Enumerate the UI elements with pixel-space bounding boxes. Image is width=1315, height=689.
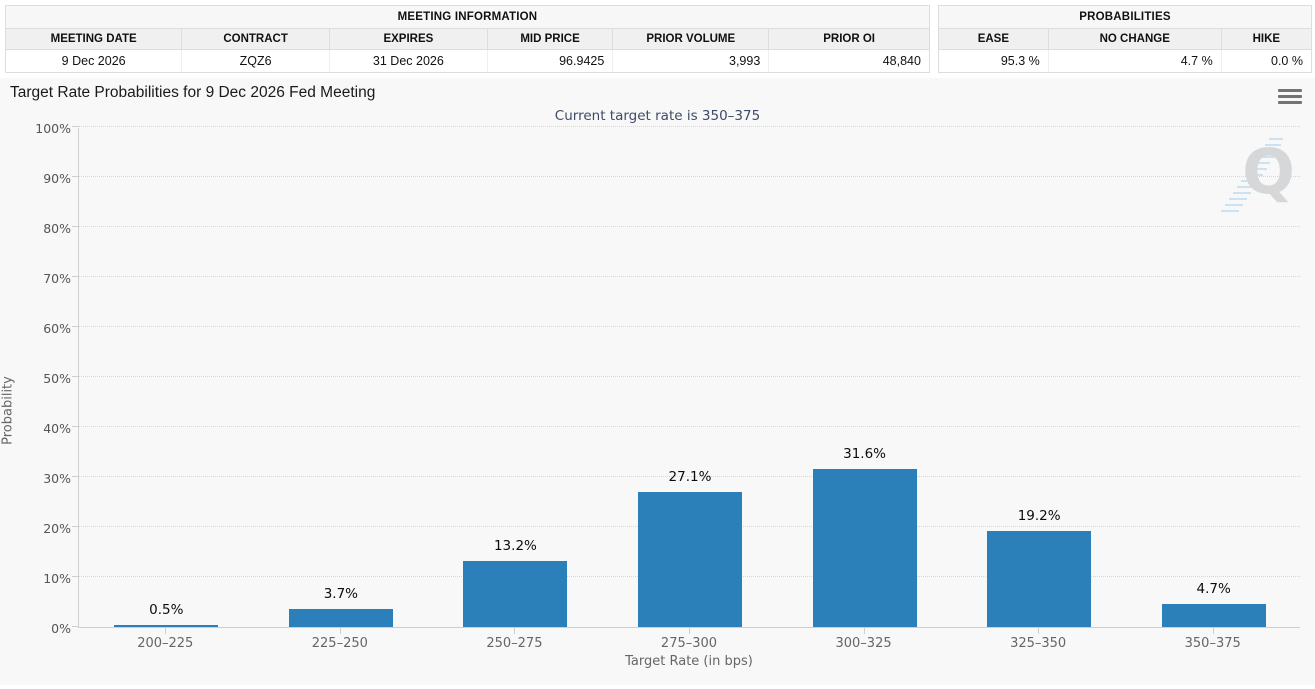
gridline xyxy=(79,326,1300,327)
y-axis-tick xyxy=(72,576,79,577)
no-change-value: 4.7 % xyxy=(1048,50,1222,72)
y-axis-tick xyxy=(72,426,79,427)
expires-value: 31 Dec 2026 xyxy=(329,50,488,72)
y-axis-tick xyxy=(72,226,79,227)
column-header-expires: EXPIRES xyxy=(330,29,488,49)
x-axis-category-label: 200–225 xyxy=(137,636,194,651)
y-axis-tick-label: 20% xyxy=(43,521,71,536)
x-axis-tick xyxy=(339,628,341,634)
bar[interactable] xyxy=(463,561,568,627)
y-axis-tick xyxy=(72,526,79,527)
probabilities-value-row: 95.3 % 4.7 % 0.0 % xyxy=(939,50,1311,72)
column-header-contract: CONTRACT xyxy=(182,29,330,49)
mid-price-value: 96.9425 xyxy=(487,50,614,72)
probabilities-title: PROBABILITIES xyxy=(939,6,1311,29)
meeting-information-header-row: MEETING DATE CONTRACT EXPIRES MID PRICE … xyxy=(6,29,929,50)
x-axis-title: Target Rate (in bps) xyxy=(625,654,753,669)
x-axis-category-label: 275–300 xyxy=(660,636,718,651)
column-header-meeting-date: MEETING DATE xyxy=(6,29,183,49)
bar-value-label: 3.7% xyxy=(323,585,358,602)
prior-oi-value: 48,840 xyxy=(769,50,929,72)
y-axis-tick xyxy=(72,326,79,327)
hamburger-menu-icon xyxy=(1278,95,1302,98)
y-axis-tick-label: 40% xyxy=(43,421,71,436)
chart-title: Target Rate Probabilities for 9 Dec 2026… xyxy=(10,84,376,101)
y-axis-title: Probability xyxy=(0,376,16,445)
bar[interactable] xyxy=(288,608,393,627)
column-header-hike: HIKE xyxy=(1252,33,1281,45)
plot-area: 0.5% 3.7% 13.2% 27.1% 31.6% 19.2% 4.7% xyxy=(72,126,1300,628)
meeting-information-value-row: 9 Dec 2026 ZQZ6 31 Dec 2026 96.9425 3,99… xyxy=(6,50,929,72)
y-axis-tick-label: 30% xyxy=(43,471,71,486)
contract-value: ZQZ6 xyxy=(182,50,330,72)
x-axis-category-label: 325–350 xyxy=(1010,636,1067,651)
gridline xyxy=(79,426,1300,427)
gridline xyxy=(79,276,1300,277)
column-header-prior-volume: PRIOR VOLUME xyxy=(613,29,770,49)
x-axis-tick xyxy=(1212,628,1214,634)
meeting-date-value: 9 Dec 2026 xyxy=(6,50,183,72)
y-axis-tick-label: 80% xyxy=(43,221,71,236)
y-axis-labels: 0% 10% 20% 30% 40% 50% 60% 70% 80% 90% 100% xyxy=(0,121,71,636)
probabilities-panel: PROBABILITIES EASE NO CHANGE HIKE 95.3 %… xyxy=(938,5,1312,73)
bar-value-label: 0.5% xyxy=(149,601,184,618)
x-axis-tick xyxy=(689,628,690,634)
bar[interactable] xyxy=(114,624,219,627)
meeting-information-title: MEETING INFORMATION xyxy=(6,6,929,29)
x-axis-category-label: 250–275 xyxy=(486,636,543,651)
x-axis-tick xyxy=(863,628,865,634)
x-axis-category-label: 300–325 xyxy=(835,636,892,651)
y-axis-tick xyxy=(72,626,79,627)
gridline xyxy=(79,126,1300,127)
y-axis-tick xyxy=(72,176,79,177)
y-axis-tick-label: 60% xyxy=(43,321,71,336)
y-axis-tick-label: 50% xyxy=(43,371,71,386)
x-axis-tick xyxy=(514,628,516,634)
gridline xyxy=(79,176,1300,177)
y-axis-tick-label: 70% xyxy=(43,271,71,286)
chart: Target Rate Probabilities for 9 Dec 2026… xyxy=(0,78,1315,685)
prior-volume-value: 3,993 xyxy=(613,50,770,72)
bar[interactable] xyxy=(1161,603,1266,627)
y-axis-tick xyxy=(72,276,79,277)
column-header-prior-oi: PRIOR OI xyxy=(823,33,875,45)
chart-subtitle: Current target rate is 350–375 xyxy=(554,108,761,124)
hamburger-menu-icon xyxy=(1278,89,1302,92)
bar-value-label: 19.2% xyxy=(1017,508,1061,524)
x-axis-tick xyxy=(165,628,167,634)
bar-value-label: 13.2% xyxy=(493,538,537,554)
y-axis-tick xyxy=(72,476,79,477)
x-axis-tick xyxy=(1038,628,1040,634)
y-axis-tick xyxy=(72,126,79,127)
x-axis-category-label: 350–375 xyxy=(1184,636,1241,651)
gridline xyxy=(79,476,1300,477)
y-axis-tick-label: 0% xyxy=(51,621,71,636)
bar[interactable] xyxy=(987,531,1092,627)
probabilities-header-row: EASE NO CHANGE HIKE xyxy=(939,29,1311,50)
bar[interactable] xyxy=(638,491,742,627)
bar-value-label: 27.1% xyxy=(668,468,712,485)
hike-value: 0.0 % xyxy=(1221,50,1311,72)
gridline xyxy=(79,376,1300,377)
y-axis-tick xyxy=(72,376,79,377)
column-header-ease: EASE xyxy=(939,29,1049,49)
y-axis-tick-label: 90% xyxy=(43,171,71,186)
bar-value-label: 4.7% xyxy=(1196,580,1231,597)
meeting-information-panel: MEETING INFORMATION MEETING DATE CONTRAC… xyxy=(5,5,930,73)
ease-value: 95.3 % xyxy=(939,50,1049,72)
bar-value-label: 31.6% xyxy=(843,446,886,462)
x-axis-category-label: 225–250 xyxy=(311,636,368,651)
chart-menu-button[interactable] xyxy=(1278,88,1302,105)
gridline xyxy=(79,226,1300,227)
hamburger-menu-icon xyxy=(1278,101,1302,104)
y-axis-tick-label: 100% xyxy=(35,121,71,136)
column-header-no-change: NO CHANGE xyxy=(1049,29,1222,49)
top-info-bar: MEETING INFORMATION MEETING DATE CONTRAC… xyxy=(0,0,1315,73)
y-axis-tick-label: 10% xyxy=(43,571,71,586)
column-header-mid-price: MID PRICE xyxy=(488,29,614,49)
bar[interactable] xyxy=(812,469,917,627)
